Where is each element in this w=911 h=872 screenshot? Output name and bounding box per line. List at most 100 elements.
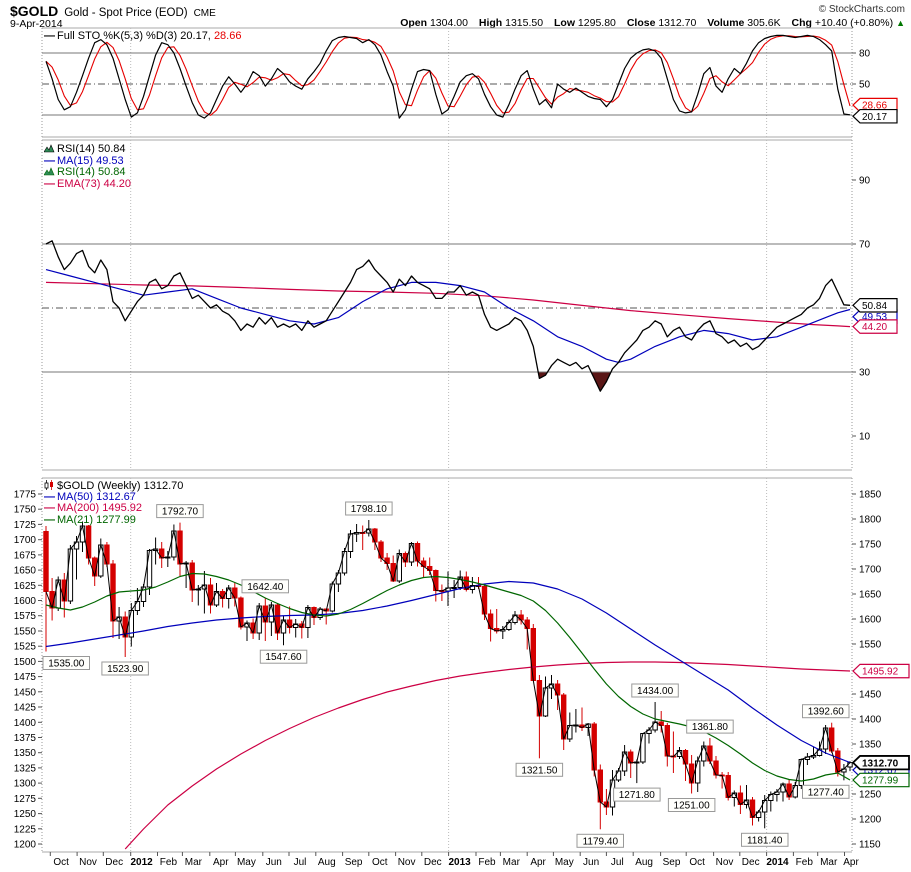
- price-annotation: 1361.80: [686, 719, 734, 734]
- month-axis-label: Sep: [663, 857, 681, 868]
- svg-text:50.84: 50.84: [862, 301, 887, 312]
- ma200-legend-item: MA(200) 1495.92: [57, 502, 142, 514]
- price-annotation: 1535.00: [42, 656, 90, 670]
- rsi-axis-label: 90: [859, 176, 871, 187]
- price-left-axis-label: 1450: [14, 687, 37, 698]
- price-annotation: 1392.60: [802, 704, 850, 719]
- month-axis-label: Dec: [742, 857, 760, 868]
- svg-text:49.53: 49.53: [862, 312, 887, 323]
- month-axis-label: May: [555, 857, 574, 868]
- rsi-area-icon: [43, 144, 57, 157]
- month-axis-label: Apr: [530, 857, 546, 868]
- rsi-ma15-legend-item: MA(15) 49.53: [57, 154, 124, 167]
- svg-text:1495.92: 1495.92: [862, 667, 899, 678]
- sto-legend-title: Full STO %K(5,3) %D(3): [57, 30, 178, 42]
- rsi-ma15-line: [45, 269, 851, 363]
- month-axis-label: Nov: [716, 857, 734, 868]
- month-axis-label: Oct: [689, 857, 705, 868]
- svg-text:20.17: 20.17: [862, 112, 887, 123]
- symbol-description: Gold - Spot Price (EOD): [64, 7, 188, 19]
- quote-strip: Open 1304.00 High 1315.50 Low 1295.80 Cl…: [392, 17, 905, 29]
- month-axis-label: Oct: [53, 857, 69, 868]
- close-price-line: [45, 525, 851, 818]
- ma50-swatch-icon: —: [44, 490, 55, 503]
- sto-d-line: [45, 35, 851, 116]
- month-axis-label: 2013: [448, 857, 471, 868]
- price-right-axis-label: 1700: [859, 565, 882, 576]
- month-axis-label: Aug: [635, 857, 653, 868]
- volume-value: 305.6K: [747, 17, 781, 29]
- rsi-line: [45, 240, 851, 392]
- price-left-axis-label: 1350: [14, 748, 37, 759]
- price-annotation: 1434.00: [631, 683, 679, 698]
- rsi-axis-label: 30: [859, 368, 871, 379]
- price-left-axis-label: 1475: [14, 672, 37, 683]
- low-value: 1295.80: [577, 17, 616, 29]
- chart-date: 9-Apr-2014: [10, 18, 63, 30]
- month-axis-label: Mar: [503, 857, 521, 868]
- price-annotation: 1642.40: [241, 579, 289, 594]
- symbol-title: $GOLD: [10, 3, 59, 19]
- month-axis-label: Dec: [105, 857, 123, 868]
- exchange-label: CME: [193, 8, 216, 19]
- month-axis-label: May: [237, 857, 256, 868]
- rsi-legend-item: RSI(14) 50.84: [57, 143, 126, 155]
- price-annotation: 1271.80: [613, 787, 661, 802]
- ma21-tag: 1277.99: [852, 772, 910, 788]
- month-axis-label: Dec: [424, 857, 442, 868]
- svg-text:1271.80: 1271.80: [619, 790, 656, 801]
- stockcharts-copyright: © StockCharts.com: [818, 4, 905, 15]
- sto-k-value: 20.17,: [180, 30, 211, 42]
- ma21-legend-item: MA(21) 1277.99: [57, 513, 136, 526]
- price-annotation: 1251.00: [667, 798, 716, 812]
- close-price-tag: 1312.70: [851, 755, 910, 771]
- price-annotation: 1277.40: [802, 784, 850, 799]
- price-right-axis-label: 1850: [859, 490, 882, 501]
- chart-header: $GOLD Gold - Spot Price (EOD) CME: [10, 3, 216, 21]
- month-axis-label: Nov: [398, 857, 416, 868]
- ma50-line: [45, 580, 851, 764]
- price-left-axis-label: 1775: [14, 490, 37, 501]
- price-left-axis-label: 1275: [14, 794, 37, 805]
- rsi-axis-label: 10: [859, 432, 871, 443]
- chg-value: +10.40 (+0.80%): [814, 17, 894, 29]
- change-up-arrow-icon: ▲: [896, 18, 905, 28]
- month-axis-label: 2014: [766, 857, 789, 868]
- price-annotation: 1321.50: [515, 762, 564, 777]
- price-right-axis-label: 1250: [859, 790, 882, 801]
- svg-text:1321.50: 1321.50: [521, 765, 558, 776]
- ma200-swatch-icon: —: [44, 502, 55, 514]
- rsi-ema73-swatch-icon: —: [44, 177, 55, 190]
- month-axis-label: Aug: [318, 857, 336, 868]
- rsi-ma15-swatch-icon: —: [44, 154, 55, 167]
- price-left-axis-label: 1675: [14, 550, 37, 561]
- svg-text:1392.60: 1392.60: [808, 707, 845, 718]
- month-axis-label: Feb: [796, 857, 814, 868]
- sto-line-swatch-icon: —: [44, 30, 55, 42]
- svg-text:1251.00: 1251.00: [674, 801, 711, 812]
- price-annotation: 1181.40: [741, 832, 789, 847]
- chg-label: Chg: [791, 17, 812, 29]
- month-axis-label: Jul: [611, 857, 624, 868]
- price-left-axis-label: 1375: [14, 733, 37, 744]
- ma200-line: [124, 661, 851, 850]
- price-right-axis-label: 1650: [859, 590, 882, 601]
- svg-text:1523.90: 1523.90: [107, 664, 144, 675]
- price-left-axis-label: 1575: [14, 611, 37, 622]
- month-axis-label: Jul: [294, 857, 307, 868]
- price-left-axis-label: 1650: [14, 566, 37, 577]
- svg-text:1547.60: 1547.60: [265, 652, 302, 663]
- price-annotation: 1547.60: [259, 649, 308, 664]
- price-left-axis-label: 1600: [14, 596, 37, 607]
- price-left-axis-label: 1225: [14, 824, 37, 835]
- svg-text:1312.70: 1312.70: [862, 758, 899, 769]
- price-left-axis-label: 1750: [14, 505, 37, 516]
- month-axis-label: 2012: [130, 857, 153, 868]
- sto-axis-label: 50: [859, 80, 871, 91]
- price-annotation: 1798.10: [345, 501, 393, 516]
- price-left-axis-label: 1400: [14, 718, 37, 729]
- close-value: 1312.70: [658, 17, 697, 29]
- sto-d-value: 28.66: [213, 30, 242, 42]
- price-right-axis-label: 1800: [859, 515, 882, 526]
